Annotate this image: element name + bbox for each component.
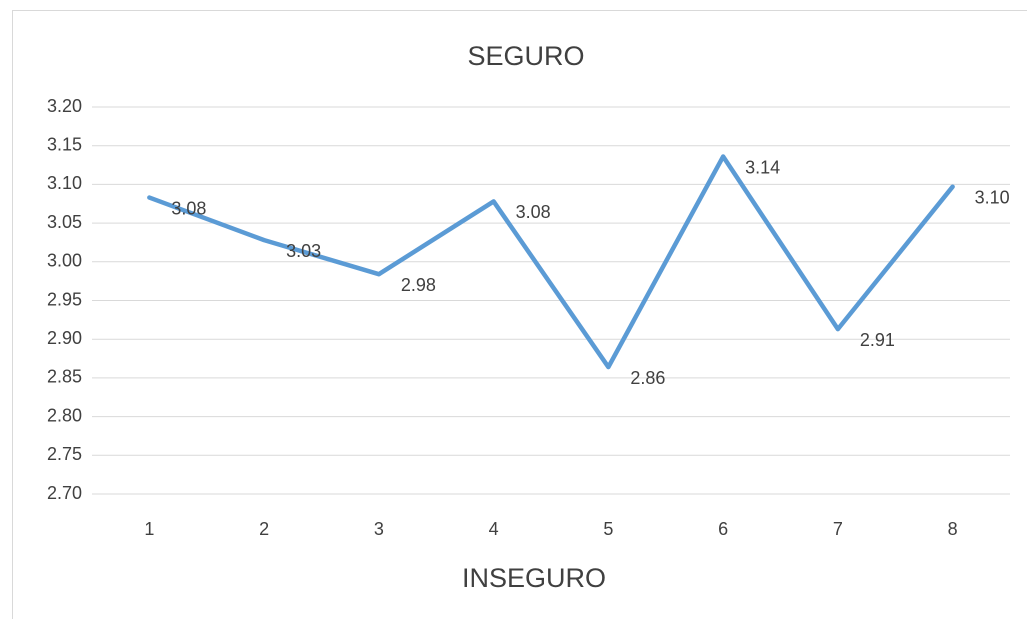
- y-tick-label: 3.05: [47, 212, 82, 232]
- y-tick-label: 2.95: [47, 289, 82, 309]
- x-tick-label: 3: [374, 519, 384, 539]
- x-tick-label: 2: [259, 519, 269, 539]
- chart-frame: [12, 10, 1027, 619]
- data-label: 3.14: [745, 157, 780, 177]
- y-tick-label: 3.10: [47, 173, 82, 193]
- x-tick-label: 8: [948, 519, 958, 539]
- data-label: 3.08: [516, 202, 551, 222]
- x-tick-label: 1: [144, 519, 154, 539]
- x-tick-label: 6: [718, 519, 728, 539]
- x-tick-label: 7: [833, 519, 843, 539]
- data-label: 3.08: [171, 198, 206, 218]
- y-tick-label: 3.15: [47, 134, 82, 154]
- x-tick-label: 4: [489, 519, 499, 539]
- y-tick-label: 2.90: [47, 328, 82, 348]
- x-axis-label: INSEGURO: [462, 563, 606, 593]
- data-label: 2.98: [401, 275, 436, 295]
- x-tick-label: 5: [603, 519, 613, 539]
- data-label: 2.86: [630, 368, 665, 388]
- y-tick-label: 3.00: [47, 251, 82, 271]
- data-label: 3.10: [975, 187, 1010, 207]
- chart-title: SEGURO: [467, 41, 584, 71]
- y-tick-label: 2.85: [47, 367, 82, 387]
- y-tick-label: 2.70: [47, 483, 82, 503]
- data-label: 3.03: [286, 241, 321, 261]
- y-tick-label: 3.20: [47, 96, 82, 116]
- data-label: 2.91: [860, 330, 895, 350]
- y-tick-label: 2.75: [47, 444, 82, 464]
- series-line: [147, 154, 955, 370]
- y-tick-label: 2.80: [47, 405, 82, 425]
